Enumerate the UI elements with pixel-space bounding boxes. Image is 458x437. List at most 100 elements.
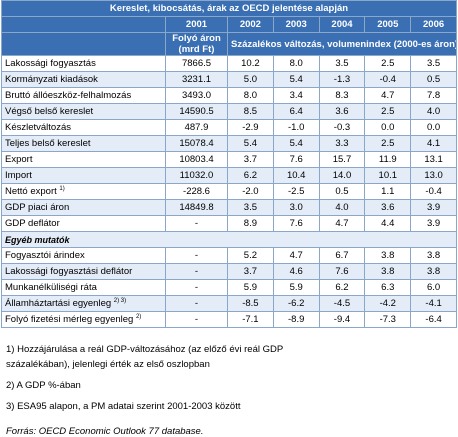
cell: - xyxy=(165,279,228,296)
cell: 4.4 xyxy=(364,215,412,232)
year-row: 2001 2002 2003 2004 2005 2006 xyxy=(1,16,457,33)
cell: -228.6 xyxy=(165,183,228,200)
row-label-text: Kormányzati kiadások xyxy=(5,74,98,85)
data-row: Készletváltozás 487.9 -2.9 -1.0 -0.3 0.0 0.0 xyxy=(1,119,457,136)
cell: 5.4 xyxy=(227,135,274,152)
cell: 10.4 xyxy=(272,167,320,184)
cell: -8.9 xyxy=(272,311,320,328)
footnote: 2) A GDP %-ában xyxy=(6,380,81,391)
year: 2001 xyxy=(165,16,228,33)
row-label-text: Készletváltozás xyxy=(5,122,72,133)
corner-cell xyxy=(1,16,166,33)
row-label: Teljes belső kereslet xyxy=(1,135,166,152)
cell: 3.5 xyxy=(227,199,274,216)
cell: 8.5 xyxy=(227,103,274,120)
cell: 4.1 xyxy=(410,135,457,152)
data-row: Fogyasztói árindex -5.2 4.7 6.7 3.8 3.8 xyxy=(1,247,457,264)
cell: 3.9 xyxy=(410,199,457,216)
table-body: Kereslet, kibocsátás, árak az OECD jelen… xyxy=(1,0,457,328)
cell: 4.7 xyxy=(364,87,412,104)
cell: 6.3 xyxy=(364,279,412,296)
cell: -2.5 xyxy=(272,183,320,200)
cell: 3.8 xyxy=(410,247,457,264)
footnote: 3) ESA95 alapon, a PM adatai szerint 200… xyxy=(6,401,241,412)
row-label: Bruttó állóeszköz-felhalmozás xyxy=(1,87,166,104)
row-label-text: Import xyxy=(5,170,32,181)
cell: -6.2 xyxy=(272,295,320,312)
cell: 10.1 xyxy=(364,167,412,184)
section-label: Egyéb mutatók xyxy=(1,231,457,248)
cell: 5.9 xyxy=(272,279,320,296)
cell: 0.0 xyxy=(364,119,412,136)
data-row: Nettó export 1) -228.6 -2.0 -2.5 0.5 1.1 -0.4 xyxy=(1,183,457,200)
row-label-text: Végső belső kereslet xyxy=(5,106,94,117)
row-label: Import xyxy=(1,167,166,184)
data-row: Lakossági fogyasztás 7866.5 10.2 8.0 3.5 2.5 3… xyxy=(1,55,457,72)
footnote-ref: 2) xyxy=(135,313,142,320)
row-label: Lakossági fogyasztás xyxy=(1,55,166,72)
row-label: Fogyasztói árindex xyxy=(1,247,166,264)
cell: 14.0 xyxy=(318,167,366,184)
cell: 13.1 xyxy=(410,151,457,168)
row-label: Folyó fizetési mérleg egyenleg 2) xyxy=(1,311,166,328)
cell: 8.0 xyxy=(272,55,320,72)
cell: 4.7 xyxy=(272,247,320,264)
cell: 0.5 xyxy=(410,71,457,88)
cell: 6.2 xyxy=(318,279,366,296)
cell: -6.4 xyxy=(410,311,457,328)
row-label-text: Bruttó állóeszköz-felhalmozás xyxy=(5,90,132,101)
cell: -0.4 xyxy=(410,183,457,200)
data-row: GDP piaci áron 14849.8 3.5 3.0 4.0 3.6 3.9 xyxy=(1,199,457,216)
data-row: Import 11032.0 6.2 10.4 14.0 10.1 13.0 xyxy=(1,167,457,184)
cell: 4.0 xyxy=(318,199,366,216)
data-row: Kormányzati kiadások 3231.1 5.0 5.4 -1.3 -0.4… xyxy=(1,71,457,88)
cell: -1.3 xyxy=(318,71,366,88)
year: 2002 xyxy=(227,16,274,33)
cell: 2.5 xyxy=(364,103,412,120)
cell: 5.2 xyxy=(227,247,274,264)
row-label-text: Munkanélküliségi ráta xyxy=(5,282,97,293)
row-label: Lakossági fogyasztási deflátor xyxy=(1,263,166,280)
subheader-row: Folyó áron (mrd Ft) Százalékos változás,… xyxy=(1,32,457,56)
data-row: Bruttó állóeszköz-felhalmozás 3493.0 8.0 3.… xyxy=(1,87,457,104)
cell: 7.8 xyxy=(410,87,457,104)
cell: 3493.0 xyxy=(165,87,228,104)
row-label: Kormányzati kiadások xyxy=(1,71,166,88)
subheader: Százalékos változás, volumenindex (2000-… xyxy=(227,32,457,56)
row-label: Államháztartási egyenleg 2) 3) xyxy=(1,295,166,312)
cell: -7.1 xyxy=(227,311,274,328)
cell: 2.5 xyxy=(364,55,412,72)
table-title: Kereslet, kibocsátás, árak az OECD jelen… xyxy=(1,0,457,17)
data-row: Végső belső kereslet 14590.5 8.5 6.4 3.6 2.5 4… xyxy=(1,103,457,120)
row-label-text: Nettó export xyxy=(5,186,57,198)
row-label-text: Lakossági fogyasztási deflátor xyxy=(5,266,133,277)
cell: - xyxy=(165,311,228,328)
cell: 7.6 xyxy=(318,263,366,280)
cell: -4.2 xyxy=(364,295,412,312)
data-row: Teljes belső kereslet 15078.4 5.4 5.4 3.3 2.5… xyxy=(1,135,457,152)
cell: 0.0 xyxy=(410,119,457,136)
row-label: Végső belső kereslet xyxy=(1,103,166,120)
row-label-text: Folyó fizetési mérleg egyenleg xyxy=(5,314,134,326)
cell: 13.0 xyxy=(410,167,457,184)
cell: 3.8 xyxy=(364,263,412,280)
cell: 3.9 xyxy=(410,215,457,232)
cell: 11.9 xyxy=(364,151,412,168)
data-row: Munkanélküliségi ráta -5.9 5.9 6.2 6.3 6.0 xyxy=(1,279,457,296)
cell: -9.4 xyxy=(318,311,366,328)
corner-cell xyxy=(1,32,166,56)
footnote-ref: 1) xyxy=(59,185,65,192)
cell: 10.2 xyxy=(227,55,274,72)
source: Forrás: OECD Economic Outlook 77 databas… xyxy=(6,426,204,437)
cell: 5.4 xyxy=(272,135,320,152)
cell: -2.0 xyxy=(227,183,274,200)
cell: 3.7 xyxy=(227,263,274,280)
row-label-text: Teljes belső kereslet xyxy=(5,138,91,149)
cell: 8.0 xyxy=(227,87,274,104)
cell: - xyxy=(165,263,228,280)
year: 2006 xyxy=(410,16,457,33)
cell: 4.7 xyxy=(318,215,366,232)
row-label: Munkanélküliségi ráta xyxy=(1,279,166,296)
cell: 5.4 xyxy=(272,71,320,88)
cell: -0.4 xyxy=(364,71,412,88)
